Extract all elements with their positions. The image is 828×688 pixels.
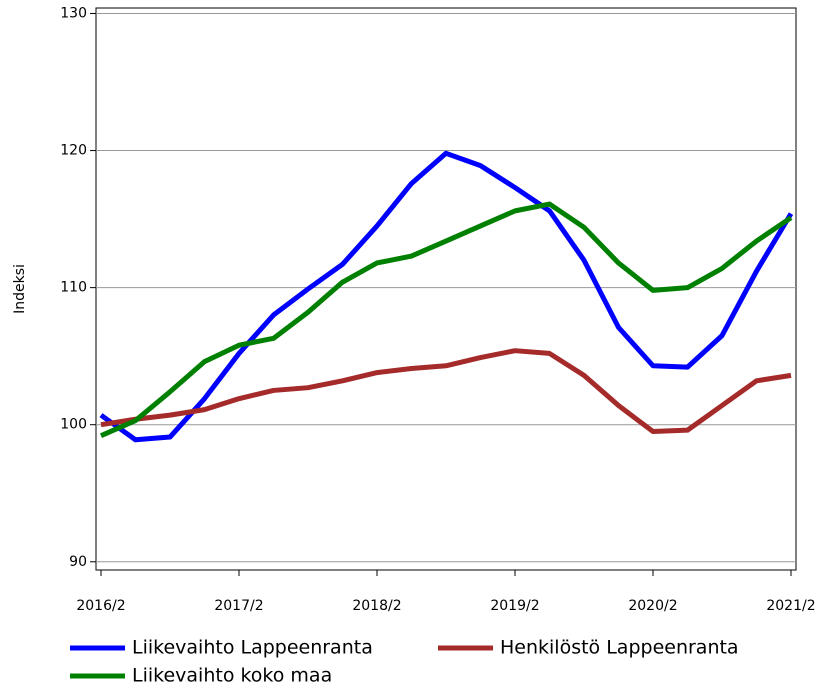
- legend-label: Liikevaihto Lappeenranta: [132, 637, 373, 659]
- x-tick-label: 2017/2: [214, 598, 263, 614]
- x-tick-label: 2021/2: [766, 598, 815, 614]
- y-tick-label: 90: [69, 554, 87, 570]
- series-line: [100, 348, 792, 435]
- x-tick-label: 2018/2: [352, 598, 401, 614]
- y-tick-label: 110: [60, 280, 87, 296]
- y-tick-label: 130: [60, 5, 87, 21]
- x-tick-label: 2016/2: [76, 598, 125, 614]
- series-line: [99, 150, 794, 443]
- y-tick-label: 100: [60, 417, 87, 433]
- y-tick-label: 120: [60, 143, 87, 159]
- y-axis-label: Indeksi: [12, 264, 28, 314]
- legend-label: Liikevaihto koko maa: [132, 665, 332, 687]
- legend-label: Henkilöstö Lappeenranta: [500, 637, 739, 659]
- series-line: [99, 201, 793, 438]
- x-tick-label: 2019/2: [490, 598, 539, 614]
- x-tick-label: 2020/2: [628, 598, 677, 614]
- plot-frame: [95, 7, 797, 571]
